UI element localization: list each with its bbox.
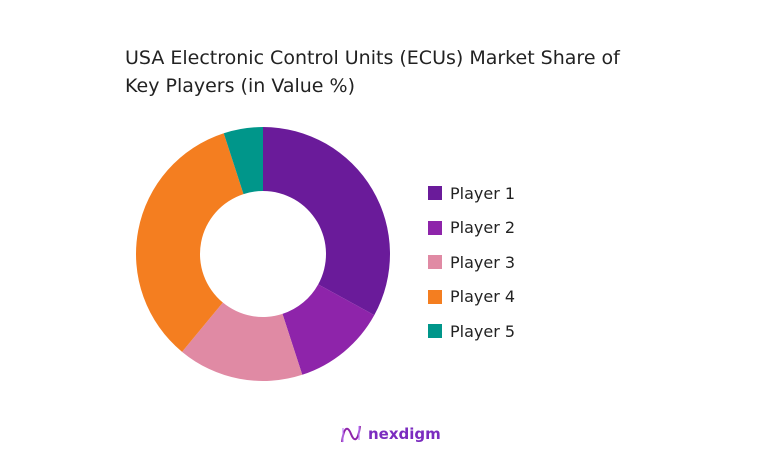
slice-player-2: [282, 284, 375, 375]
slice-player-5: [223, 127, 263, 195]
brand-logo: nexdigm: [340, 424, 441, 444]
legend-label: Player 5: [450, 321, 516, 341]
legend-label: Player 3: [450, 252, 516, 272]
legend-swatch: [428, 255, 442, 270]
brand-name: nexdigm: [368, 425, 441, 443]
slice-player-3: [182, 302, 303, 381]
legend-swatch: [428, 186, 442, 201]
slice-player-4: [136, 133, 244, 352]
legend-swatch: [428, 289, 442, 304]
chart-title: USA Electronic Control Units (ECUs) Mark…: [125, 47, 620, 97]
legend: Player 1 Player 2 Player 3 Player 4 Player 5: [428, 176, 515, 349]
legend-item: Player 5: [428, 314, 515, 349]
slice-player-1: [263, 127, 390, 316]
legend-label: Player 2: [450, 218, 516, 238]
legend-item: Player 2: [428, 211, 515, 246]
legend-swatch: [428, 324, 442, 339]
legend-item: Player 1: [428, 176, 515, 211]
nexdigm-logo-icon: [341, 425, 361, 443]
legend-label: Player 1: [450, 183, 516, 203]
legend-label: Player 4: [450, 287, 516, 307]
legend-swatch: [428, 220, 442, 235]
legend-item: Player 3: [428, 245, 515, 280]
legend-item: Player 4: [428, 280, 515, 315]
